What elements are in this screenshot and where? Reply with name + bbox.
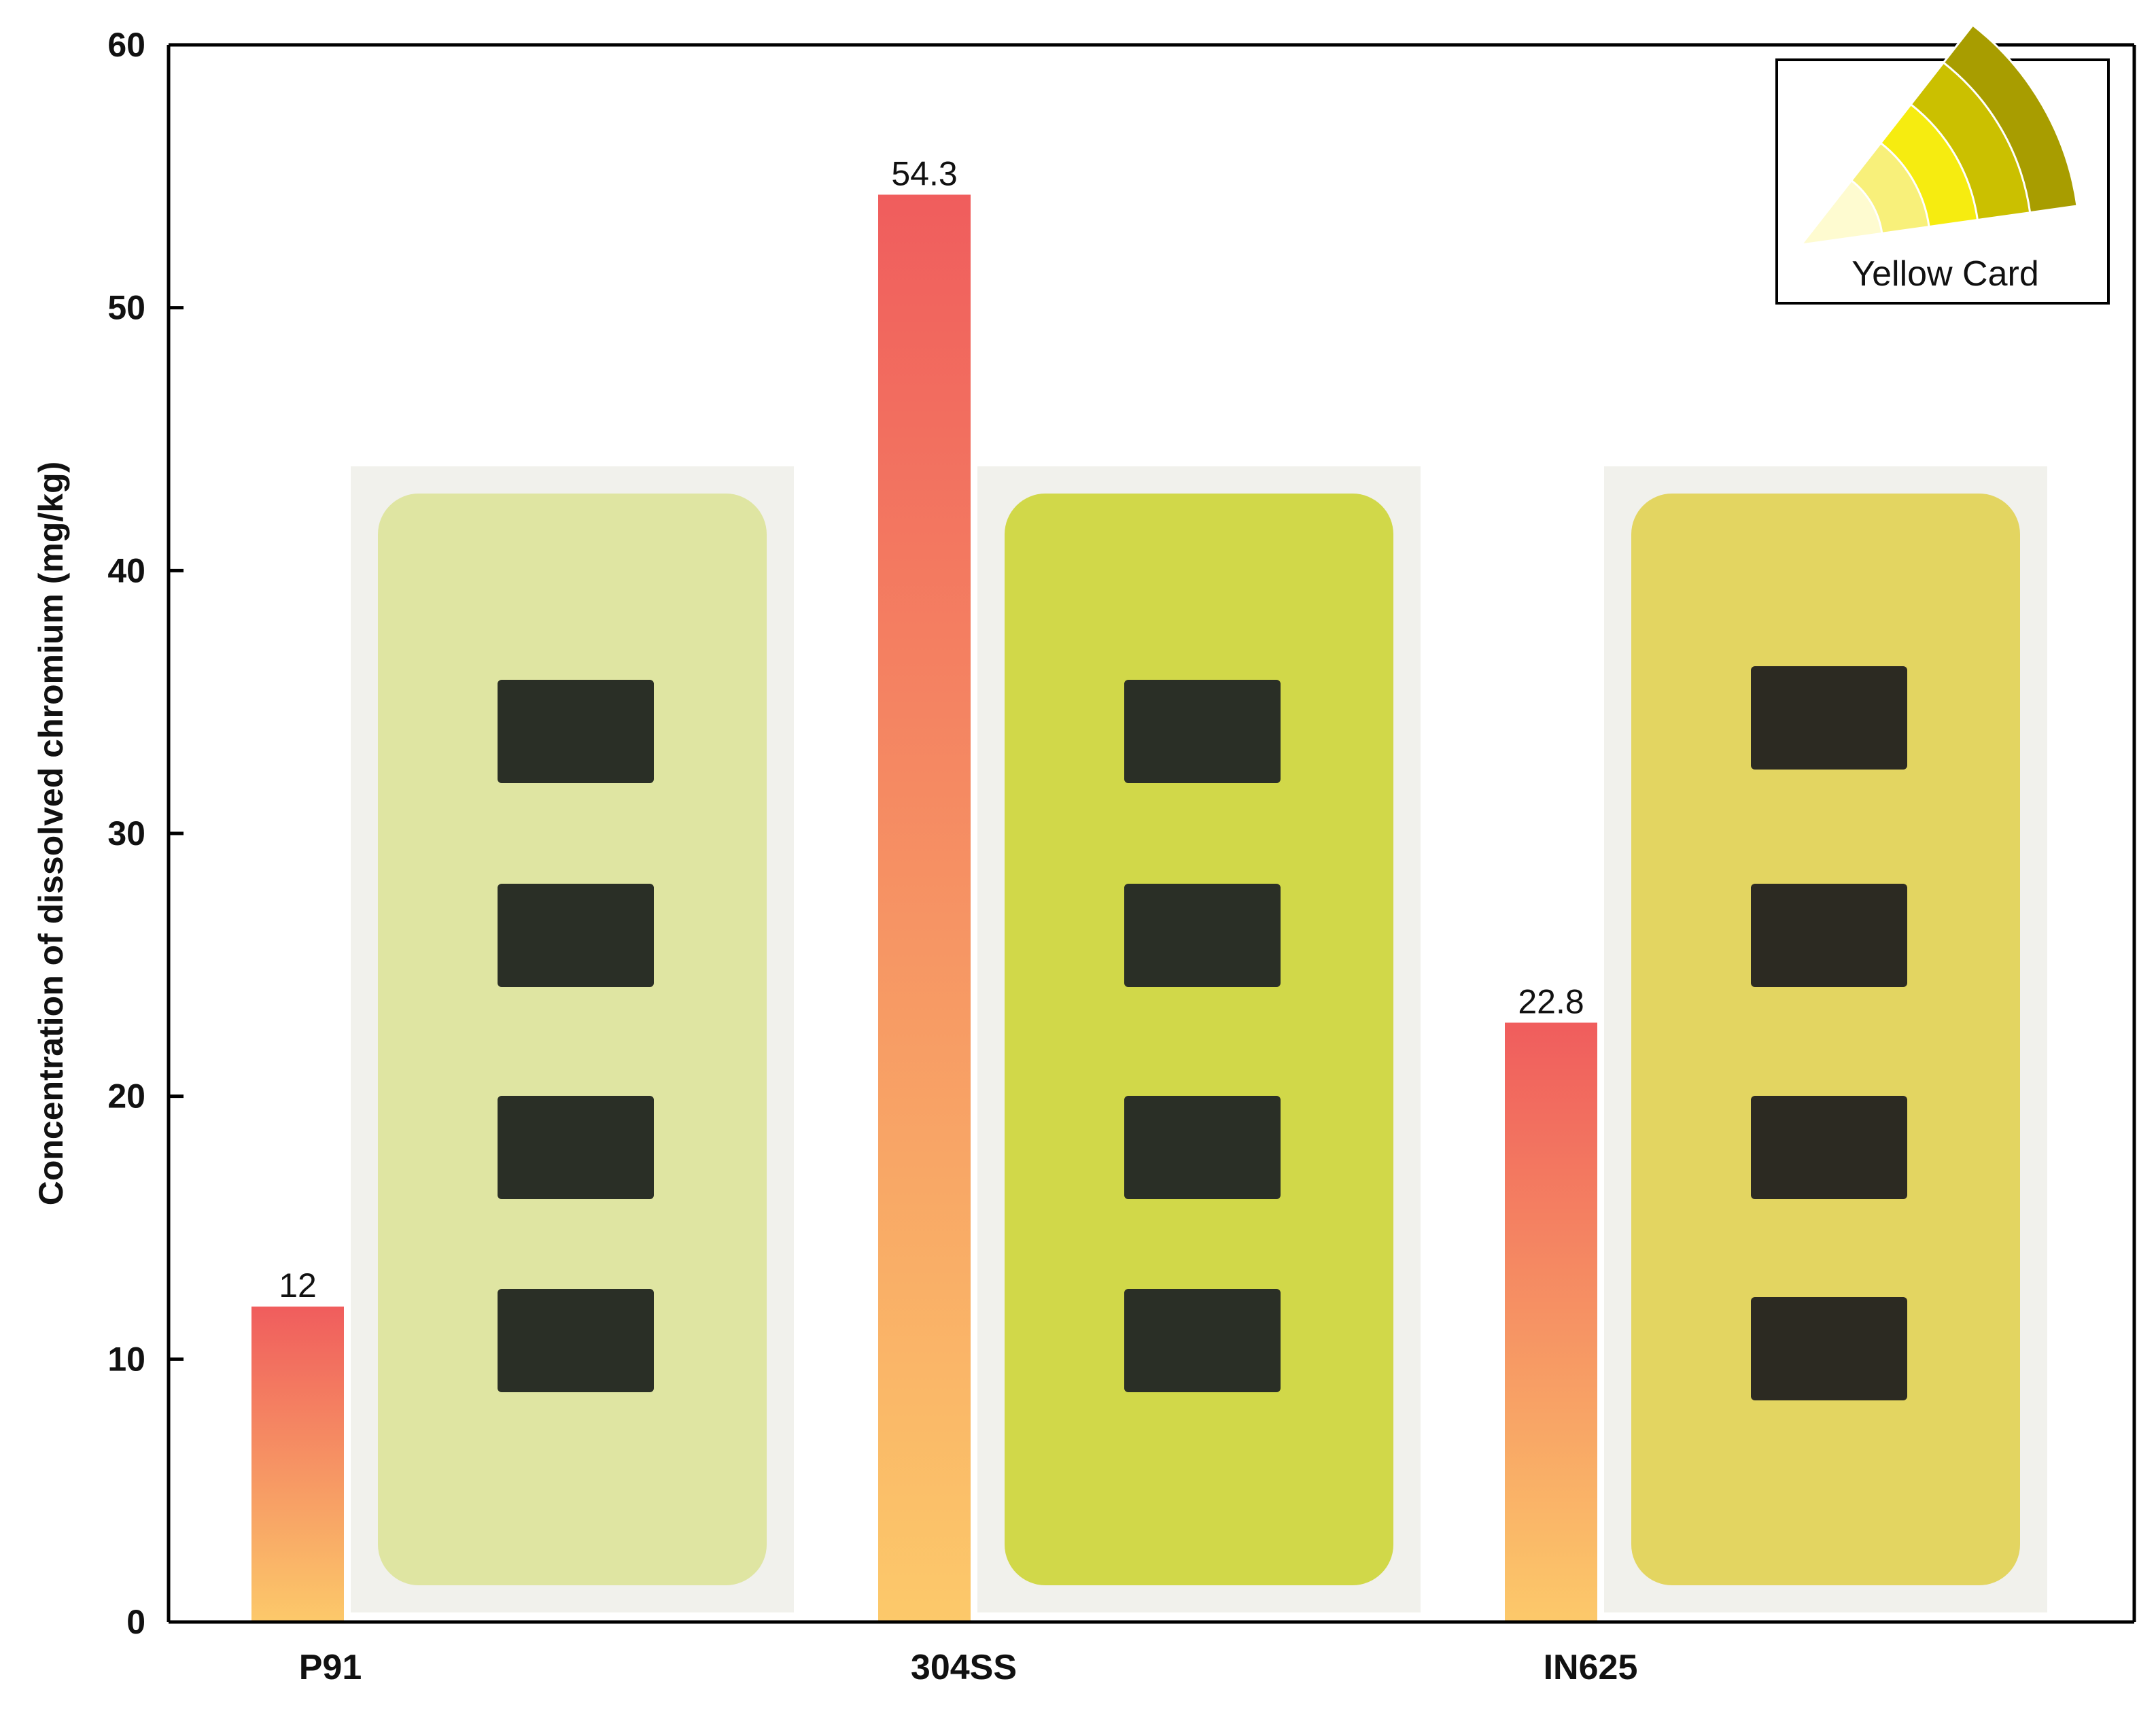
y-axis-label: Concentration of dissolved chromium (mg/…	[32, 462, 70, 1206]
data-label-304ss: 54.3	[891, 154, 957, 192]
y-tick-label: 0	[126, 1603, 145, 1641]
specimen-2	[1124, 884, 1281, 987]
y-tick-label: 30	[107, 814, 145, 852]
bar-p91	[251, 1307, 344, 1622]
specimen-1	[498, 680, 654, 783]
tray-photo-304ss	[977, 466, 1421, 1612]
specimen-1	[1751, 666, 1907, 770]
specimen-1	[1124, 680, 1281, 783]
data-label-in625: 22.8	[1518, 982, 1584, 1020]
bar-in625	[1505, 1022, 1597, 1622]
data-labels: 12 54.3 22.8	[279, 154, 1584, 1305]
y-tick-label: 60	[107, 26, 145, 64]
specimen-4	[498, 1289, 654, 1392]
tray-photo-p91	[351, 466, 794, 1612]
x-tick-label-p91: P91	[299, 1648, 362, 1687]
tray-solution	[1005, 494, 1393, 1585]
specimen-4	[1751, 1297, 1907, 1400]
legend-label: Yellow Card	[1851, 254, 2039, 294]
y-tick-label: 50	[107, 289, 145, 327]
x-tick-label-304ss: 304SS	[911, 1648, 1017, 1687]
bar-304ss	[878, 194, 971, 1623]
specimen-3	[1124, 1096, 1281, 1199]
y-tick-label: 20	[107, 1077, 145, 1116]
y-tick-label: 40	[107, 551, 145, 589]
tray-solution	[378, 494, 767, 1585]
bars	[251, 194, 1597, 1623]
specimen-3	[1751, 1096, 1907, 1199]
legend: Yellow Card	[1775, 23, 2110, 305]
tray-photo-in625	[1604, 466, 2047, 1612]
y-tick-label: 10	[107, 1340, 145, 1378]
yellow-card-swatches	[1798, 23, 2079, 247]
specimen-2	[498, 884, 654, 987]
x-tick-labels: P91 304SS IN625	[299, 1648, 1638, 1687]
x-tick-label-in625: IN625	[1544, 1648, 1638, 1687]
tray-photos	[351, 466, 2047, 1612]
data-label-p91: 12	[279, 1266, 317, 1305]
specimen-2	[1751, 884, 1907, 987]
specimen-4	[1124, 1289, 1281, 1392]
y-ticks: 0 10 20 30 40 50 60	[107, 26, 184, 1641]
specimen-3	[498, 1096, 654, 1199]
tray-solution	[1631, 494, 2020, 1585]
card-swatch-1	[1798, 179, 1883, 247]
